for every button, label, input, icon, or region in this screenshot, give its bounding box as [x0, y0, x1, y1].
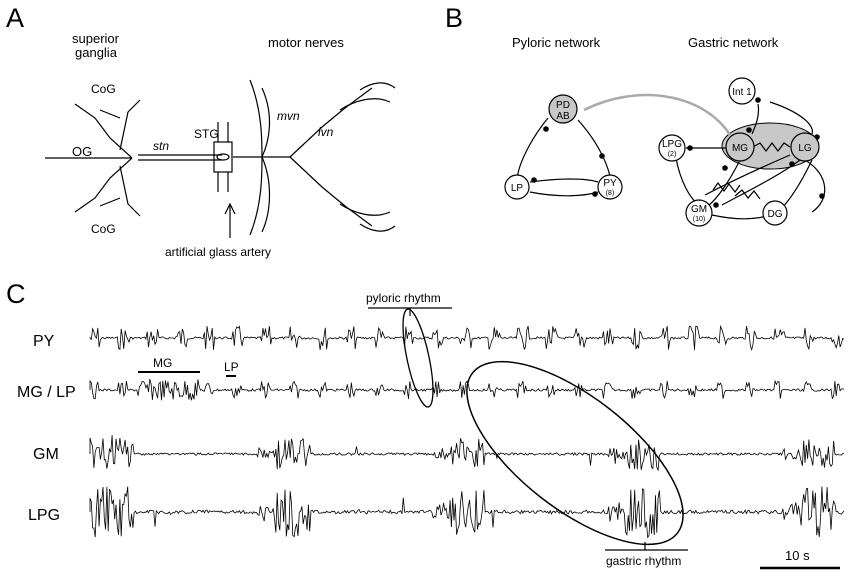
superior-ganglia-label-line1: superior: [72, 31, 120, 46]
neuron-py-label: PY: [603, 178, 617, 189]
mg-marker-label: MG: [153, 356, 172, 370]
neuron-lg: LG: [790, 132, 820, 162]
trace-mg-lp: [89, 378, 845, 401]
stg-label: STG: [194, 127, 219, 141]
neuron-py: PY (8): [597, 174, 623, 200]
pyloric-network-title: Pyloric network: [512, 35, 601, 50]
panel-b: B Pyloric network Gastric network: [445, 3, 826, 227]
neuron-lg-label: LG: [798, 143, 812, 154]
superior-ganglia-label-line2: ganglia: [75, 45, 118, 60]
pyloric-rhythm-ellipse: [402, 308, 434, 408]
neuron-py-count: (8): [606, 190, 615, 197]
mg-lg-coupling: [752, 142, 791, 152]
neuron-lpg-label: LPG: [662, 139, 682, 150]
trace-label-gm: GM: [33, 446, 59, 463]
lp-marker-label: LP: [224, 360, 239, 374]
neuron-int1-label: Int 1: [732, 87, 752, 98]
gastric-rhythm-label: gastric rhythm: [606, 554, 681, 568]
panel-b-letter: B: [445, 3, 463, 33]
pd-gastric-link: [583, 93, 732, 136]
cog-top-label: CoG: [91, 82, 116, 96]
neuron-pd: PD AB: [548, 94, 578, 124]
panel-a: A superior ganglia motor nerves CoG CoG …: [6, 3, 396, 259]
stomatogastric-nerve-diagram: [45, 79, 396, 238]
panel-c-letter: C: [6, 279, 26, 309]
pyloric-rhythm-label: pyloric rhythm: [366, 291, 441, 305]
stn-label: stn: [153, 139, 169, 153]
neuron-lp-label: LP: [511, 183, 524, 194]
neuron-dg: DG: [762, 200, 788, 226]
neuron-dg-label: DG: [768, 209, 783, 220]
trace-label-mg-lp: MG / LP: [17, 384, 76, 401]
artery-label: artificial glass artery: [165, 245, 271, 259]
neuron-pd-sublabel: AB: [556, 111, 570, 122]
trace-gm: [89, 435, 845, 472]
gm-mg-coupling: [712, 181, 741, 194]
scale-bar-label: 10 s: [785, 548, 810, 563]
neuron-gm-label: GM: [691, 204, 707, 215]
neuron-lpg-count: (2): [668, 151, 677, 158]
neuron-pd-label: PD: [556, 100, 570, 111]
panel-a-letter: A: [6, 3, 24, 33]
neuron-lp: LP: [504, 174, 530, 200]
og-label: OG: [72, 144, 92, 159]
gastric-network-title: Gastric network: [688, 35, 779, 50]
neuron-mg: MG: [725, 132, 755, 162]
neuron-int1: Int 1: [728, 77, 756, 105]
neuron-gm: GM (10): [685, 199, 713, 227]
cog-bottom-label: CoG: [91, 222, 116, 236]
trace-lpg: [89, 486, 845, 539]
motor-nerves-label: motor nerves: [268, 35, 344, 50]
trace-py: [89, 324, 845, 352]
gm-lg-coupling: [734, 189, 761, 200]
lvn-label: lvn: [318, 125, 334, 139]
neuron-mg-label: MG: [732, 143, 748, 154]
trace-label-py: PY: [33, 333, 55, 350]
gastric-rhythm-ellipse: [466, 360, 684, 546]
neuron-lpg: LPG (2): [658, 134, 686, 162]
mvn-label: mvn: [277, 109, 300, 123]
panel-c: C pyloric rhythm MG LP PY MG / LP GM LPG…: [6, 279, 845, 570]
trace-label-lpg: LPG: [28, 507, 60, 524]
neuron-gm-count: (10): [693, 216, 705, 223]
